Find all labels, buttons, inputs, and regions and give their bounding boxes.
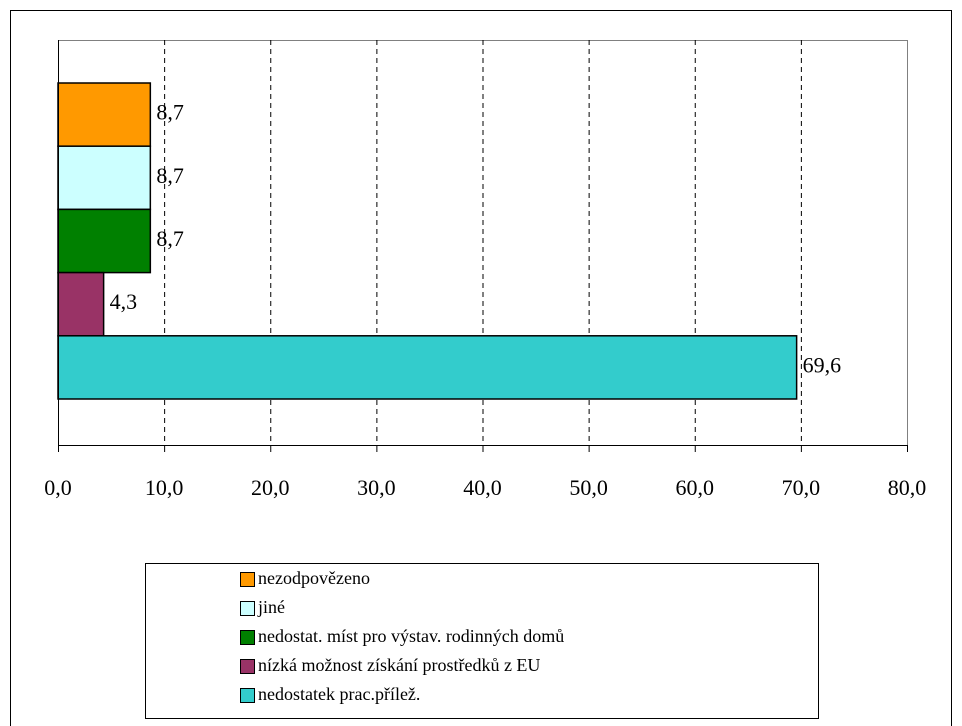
bar (57, 335, 798, 400)
legend-swatch (240, 659, 255, 674)
legend-label: nezodpovězeno (258, 568, 370, 588)
bar (57, 208, 152, 274)
legend-label: nízká možnost získání prostředků z EU (258, 655, 540, 675)
x-tick-label: 30,0 (357, 475, 396, 500)
legend-swatch (240, 688, 255, 703)
x-tick-label: 0,0 (44, 475, 72, 500)
x-tick-label: 40,0 (463, 475, 502, 500)
x-tick-label: 70,0 (782, 475, 821, 500)
bar (57, 271, 105, 337)
legend-label: nedostat. míst pro výstav. rodinných dom… (258, 626, 564, 646)
legend-label: nedostatek prac.přílež. (258, 684, 420, 704)
x-tick-label: 50,0 (569, 475, 608, 500)
x-tick-label: 60,0 (676, 475, 715, 500)
value-label: 8,7 (156, 226, 184, 251)
x-tick-label: 80,0 (888, 475, 927, 500)
legend-box (145, 563, 819, 719)
value-label: 69,6 (803, 352, 842, 377)
x-tick-label: 10,0 (145, 475, 184, 500)
value-label: 4,3 (110, 289, 138, 314)
bar (57, 82, 152, 147)
legend-swatch (240, 601, 255, 616)
bar (57, 145, 152, 211)
legend-swatch (240, 572, 255, 587)
legend-swatch (240, 630, 255, 645)
legend-label: jiné (257, 597, 285, 617)
value-label: 8,7 (156, 163, 184, 188)
x-tick-label: 20,0 (251, 475, 290, 500)
value-label: 8,7 (156, 100, 184, 125)
